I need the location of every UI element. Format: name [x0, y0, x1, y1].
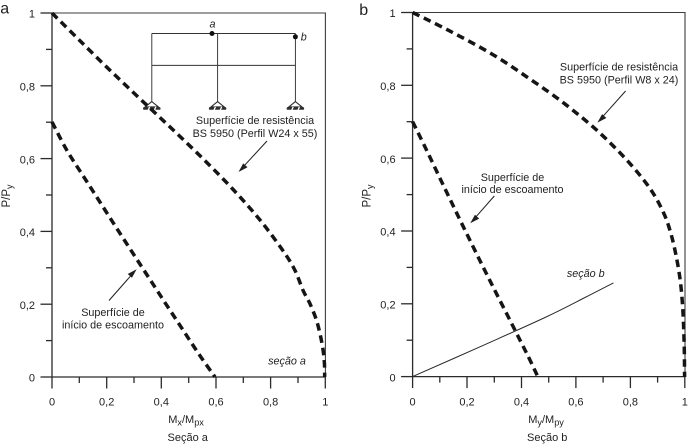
svg-text:0,4: 0,4 — [20, 227, 35, 239]
svg-text:0,2: 0,2 — [459, 397, 474, 409]
svg-text:Superfície de resistência: Superfície de resistência — [196, 115, 314, 127]
svg-text:Superfície de: Superfície de — [81, 307, 145, 319]
svg-text:1: 1 — [29, 9, 35, 21]
svg-text:1: 1 — [682, 397, 688, 409]
svg-text:seção a: seção a — [268, 356, 306, 368]
svg-text:início de escoamento: início de escoamento — [461, 184, 563, 196]
svg-text:0,6: 0,6 — [208, 397, 223, 409]
svg-text:Seção b: Seção b — [527, 432, 567, 444]
svg-text:BS 5950 (Perfil W24 x 55): BS 5950 (Perfil W24 x 55) — [193, 128, 318, 140]
svg-text:0,6: 0,6 — [20, 154, 35, 166]
svg-text:0,8: 0,8 — [20, 82, 35, 94]
svg-text:0,8: 0,8 — [623, 397, 638, 409]
svg-text:0,2: 0,2 — [380, 300, 395, 312]
svg-text:Mx/Mpx: Mx/Mpx — [168, 414, 204, 428]
svg-text:0,4: 0,4 — [380, 227, 395, 239]
svg-text:Superfície de resistência: Superfície de resistência — [560, 62, 678, 74]
svg-text:0,8: 0,8 — [263, 397, 278, 409]
svg-text:início de escoamento: início de escoamento — [62, 320, 164, 332]
svg-text:0: 0 — [389, 372, 395, 384]
svg-text:P/Py: P/Py — [362, 184, 376, 208]
svg-text:0: 0 — [49, 397, 55, 409]
svg-text:0,6: 0,6 — [568, 397, 583, 409]
svg-text:0: 0 — [29, 373, 35, 385]
svg-text:a: a — [210, 18, 216, 30]
svg-text:P/Py: P/Py — [1, 184, 15, 208]
svg-text:a: a — [0, 1, 9, 18]
svg-text:Seção a: Seção a — [168, 432, 209, 444]
svg-text:0,4: 0,4 — [514, 397, 529, 409]
svg-text:0,2: 0,2 — [20, 300, 35, 312]
svg-text:0,4: 0,4 — [154, 397, 169, 409]
svg-text:0,2: 0,2 — [99, 397, 114, 409]
svg-text:0,8: 0,8 — [380, 81, 395, 93]
svg-text:b: b — [359, 2, 368, 19]
svg-text:Superfície de: Superfície de — [481, 172, 545, 184]
svg-text:My/Mpy: My/Mpy — [528, 414, 564, 428]
svg-text:1: 1 — [389, 8, 395, 20]
svg-text:seção b: seção b — [567, 268, 605, 280]
svg-text:b: b — [301, 32, 307, 44]
svg-text:BS 5950 (Perfil W8 x 24): BS 5950 (Perfil W8 x 24) — [560, 75, 679, 87]
svg-text:0: 0 — [410, 397, 416, 409]
svg-text:1: 1 — [322, 397, 328, 409]
svg-text:0,6: 0,6 — [380, 154, 395, 166]
